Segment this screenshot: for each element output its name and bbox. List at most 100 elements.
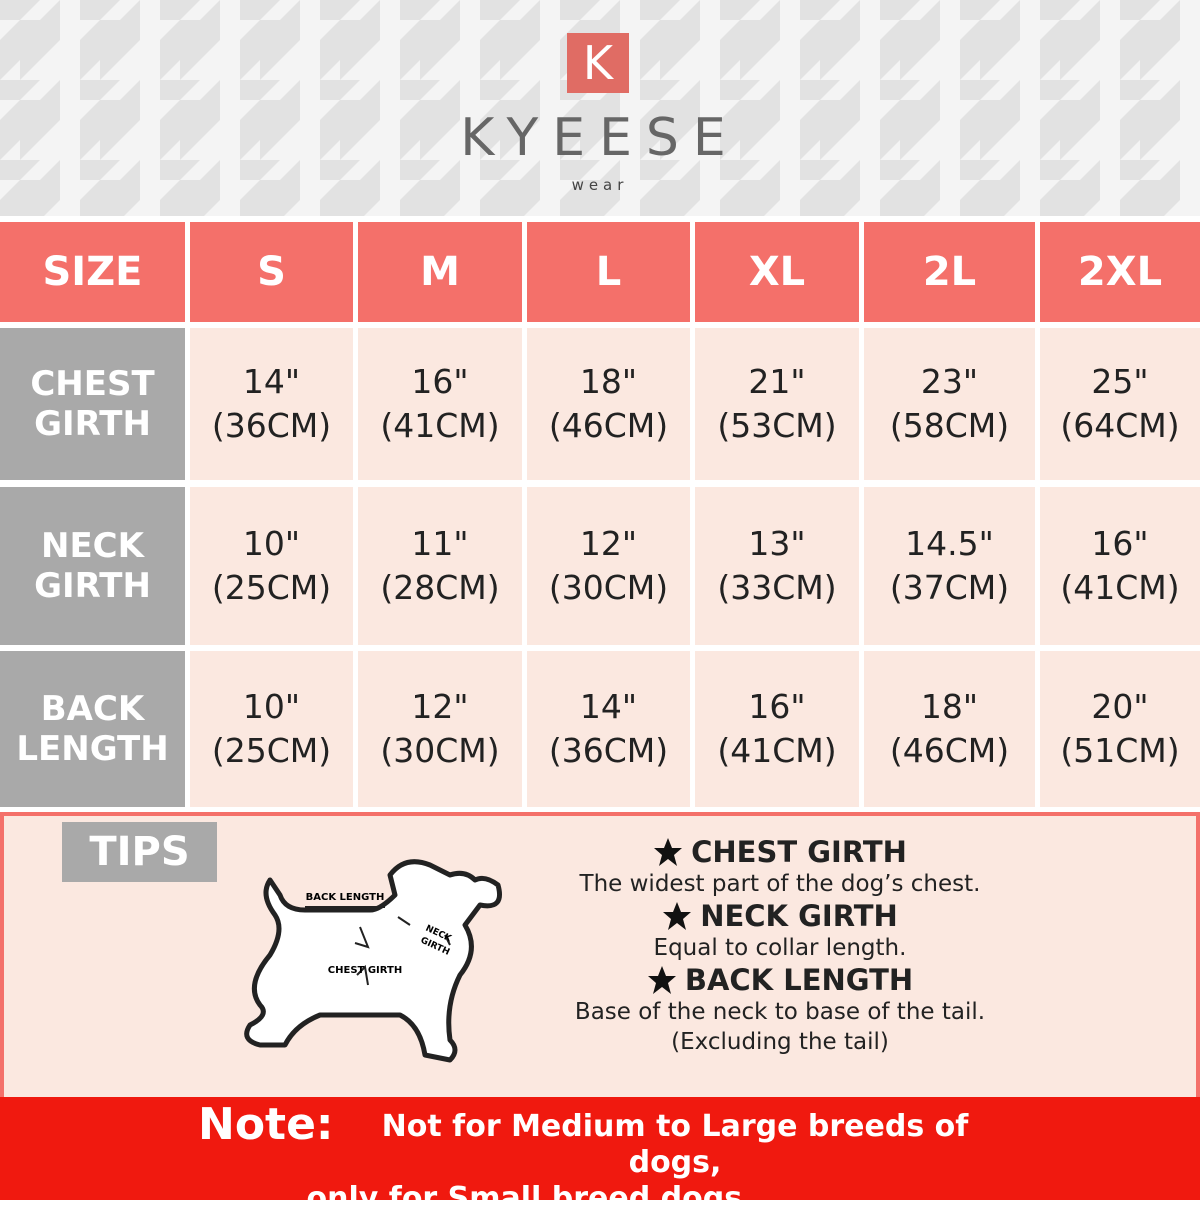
brand-sub: wear: [571, 176, 629, 194]
size-cell-line: 18": [579, 362, 638, 401]
row-header-line: GIRTH: [34, 566, 151, 606]
diagram-label: BACK LENGTH: [306, 892, 385, 903]
row-header: CHEST GIRTH: [0, 328, 185, 480]
brand: KYEESE: [460, 108, 740, 168]
size-cell-line: 25": [1091, 362, 1149, 401]
size-cell-line: (46CM): [548, 406, 669, 445]
tip-text: Equal to collar length.: [653, 935, 907, 961]
size-cell: 25" (64CM): [1040, 328, 1200, 480]
row-header-line: NECK: [41, 526, 144, 566]
size-cell-line: 14": [579, 687, 638, 726]
size-cell: 16" (41CM): [358, 328, 522, 480]
star-icon: [663, 902, 692, 930]
row-header-line: LENGTH: [16, 729, 169, 769]
size-cell-line: 12": [411, 687, 469, 726]
size-cell: 18" (46CM): [527, 328, 690, 480]
column-header: M: [358, 222, 522, 322]
size-cell: 10" (25CM): [190, 487, 353, 645]
size-cell-line: (33CM): [717, 568, 837, 607]
size-cell: 14.5" (37CM): [864, 487, 1035, 645]
size-cell: 16" (41CM): [695, 651, 859, 807]
tip-heading: NECK GIRTH: [700, 899, 898, 933]
row-header: BACK LENGTH: [0, 651, 185, 807]
size-cell-line: 16": [411, 362, 469, 401]
diagram-label: CHEST GIRTH: [328, 965, 402, 976]
size-cell: 23" (58CM): [864, 328, 1035, 480]
dog-diagram: BACK LENGTH NECK GIRTH CHEST GIRTH: [244, 859, 502, 1063]
size-cell-line: (58CM): [889, 406, 1010, 445]
star-icon: [647, 966, 676, 994]
column-header: L: [527, 222, 690, 322]
size-cell-line: (51CM): [1060, 731, 1180, 770]
size-cell-line: (36CM): [548, 731, 669, 770]
size-cell-line: 13": [748, 524, 806, 563]
tip-item: NECK GIRTH Equal to collar length.: [540, 899, 1020, 963]
row-header: NECK GIRTH: [0, 487, 185, 645]
size-cell-line: 20": [1091, 687, 1149, 726]
size-cell-line: 16": [1091, 524, 1149, 563]
column-header: S: [190, 222, 353, 322]
column-header: 2XL: [1040, 222, 1200, 322]
size-cell-line: 10": [242, 687, 301, 726]
size-cell: 14" (36CM): [190, 328, 353, 480]
note-label: Note:: [198, 1099, 334, 1150]
tip-heading-row: NECK GIRTH: [540, 899, 1020, 933]
star-icon: [654, 838, 683, 866]
size-cell: 10" (25CM): [190, 651, 353, 807]
tip-heading: BACK LENGTH: [684, 963, 914, 997]
size-cell-line: 14.5": [905, 524, 994, 563]
row-header-line: GIRTH: [34, 404, 151, 444]
size-cell-line: 18": [920, 687, 979, 726]
tip-heading-row: BACK LENGTH: [540, 963, 1020, 997]
size-cell-line: 11": [411, 524, 469, 563]
size-cell: 13" (33CM): [695, 487, 859, 645]
tip-item: CHEST GIRTH The widest part of the dog’s …: [540, 835, 1020, 899]
size-cell: 20" (51CM): [1040, 651, 1200, 807]
logo: K: [567, 33, 629, 93]
tips-title: TIPS: [62, 822, 217, 882]
size-cell-line: 23": [920, 362, 979, 401]
note-line: Not for Medium to Large breeds of dogs,: [381, 1109, 969, 1180]
size-cell-line: (53CM): [717, 406, 837, 445]
tip-item: BACK LENGTH Base of the neck to base of t…: [540, 963, 1020, 1057]
size-cell-line: (30CM): [380, 731, 500, 770]
size-cell-line: 21": [748, 362, 806, 401]
column-header: XL: [695, 222, 859, 322]
size-cell-line: 14": [242, 362, 301, 401]
size-cell-line: (41CM): [380, 406, 500, 445]
tip-text: The widest part of the dog’s chest.: [579, 871, 981, 897]
size-cell-line: (25CM): [211, 568, 332, 607]
column-header: SIZE: [0, 222, 185, 322]
size-cell-line: 10": [242, 524, 301, 563]
size-cell-line: (64CM): [1060, 406, 1180, 445]
size-cell-line: (30CM): [548, 568, 669, 607]
size-cell-line: (41CM): [1060, 568, 1180, 607]
column-header: 2L: [864, 222, 1035, 322]
size-cell: 14" (36CM): [527, 651, 690, 807]
tips-list: CHEST GIRTH The widest part of the dog’s …: [540, 835, 1020, 1057]
row-header-line: BACK: [40, 689, 145, 729]
size-cell-line: (41CM): [717, 731, 837, 770]
size-cell-line: (46CM): [889, 731, 1010, 770]
size-cell: 21" (53CM): [695, 328, 859, 480]
size-cell-line: (28CM): [380, 568, 500, 607]
size-cell: 16" (41CM): [1040, 487, 1200, 645]
tip-text: (Excluding the tail): [671, 1029, 889, 1055]
size-cell-line: (25CM): [211, 731, 332, 770]
size-cell: 18" (46CM): [864, 651, 1035, 807]
tip-heading: CHEST GIRTH: [691, 835, 907, 869]
size-cell: 11" (28CM): [358, 487, 522, 645]
note-text: Not for Medium to Large breeds of dogs, …: [307, 1109, 1015, 1217]
tip-heading-row: CHEST GIRTH: [540, 835, 1020, 869]
note-bar: Note: Not for Medium to Large breeds of …: [0, 1097, 1200, 1216]
size-cell: 12" (30CM): [358, 651, 522, 807]
size-cell: 12" (30CM): [527, 487, 690, 645]
size-cell-line: (36CM): [211, 406, 332, 445]
size-cell-line: 16": [748, 687, 806, 726]
row-header-line: CHEST: [30, 364, 155, 404]
size-cell-line: 12": [579, 524, 638, 563]
note-line: only for Small breed dogs.: [306, 1181, 754, 1216]
tip-text: Base of the neck to base of the tail.: [574, 999, 986, 1025]
size-cell-line: (37CM): [889, 568, 1010, 607]
